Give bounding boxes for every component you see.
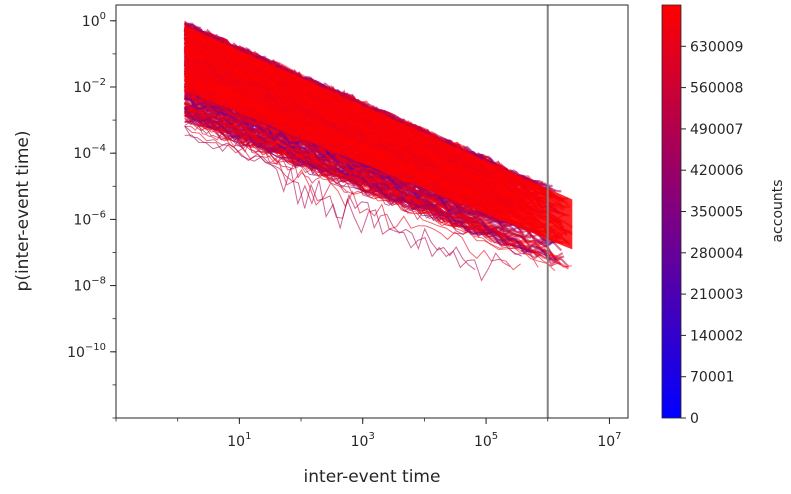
colorbar-tick-label: 350005	[690, 205, 743, 221]
colorbar-tick-label: 0	[690, 411, 699, 427]
colorbar-tick-label: 280004	[690, 246, 744, 262]
series-line	[184, 101, 558, 258]
series-line	[183, 106, 481, 228]
colorbar-tick-label: 630009	[690, 39, 743, 55]
series-dense-region	[184, 25, 573, 250]
plot-frame	[115, 4, 629, 419]
series-line	[184, 121, 539, 268]
series-lines	[183, 20, 573, 282]
series-line	[184, 124, 348, 194]
y-axis: 100 10−2 10−4 10−6 10−8 10−10	[67, 11, 116, 419]
y-tick-label: 10−6	[73, 209, 106, 228]
series-line	[184, 111, 513, 245]
colorbar-tick-label: 560008	[690, 81, 743, 97]
colorbar-label: accounts	[770, 179, 786, 242]
colorbar	[661, 4, 682, 419]
x-tick-label: 105	[474, 431, 498, 450]
x-tick-label: 101	[227, 431, 251, 450]
x-tick-label: 103	[351, 431, 375, 450]
x-axis: 101 103 105 107	[115, 418, 622, 450]
y-axis-label: p(inter-event time)	[13, 131, 33, 292]
colorbar-tick-label: 70001	[690, 370, 735, 386]
colorbar-tick-label: 210003	[690, 287, 743, 303]
series-line	[184, 134, 511, 282]
colorbar-tick-label: 140002	[690, 328, 743, 344]
x-tick-label: 107	[597, 431, 621, 450]
y-tick-label: 10−4	[73, 143, 106, 162]
x-axis-label: inter-event time	[304, 467, 441, 487]
colorbar-ticks: 0 70001 140002 210003 280004 350005 420006 4900…	[681, 39, 744, 427]
series-line	[184, 125, 521, 271]
y-tick-label: 10−10	[67, 342, 106, 361]
y-tick-label: 10−8	[73, 276, 106, 295]
y-tick-label: 100	[82, 11, 106, 30]
series-line	[184, 102, 528, 243]
y-tick-label: 10−2	[73, 77, 106, 96]
colorbar-tick-label: 490007	[690, 122, 743, 138]
colorbar-tick-label: 420006	[690, 163, 744, 179]
